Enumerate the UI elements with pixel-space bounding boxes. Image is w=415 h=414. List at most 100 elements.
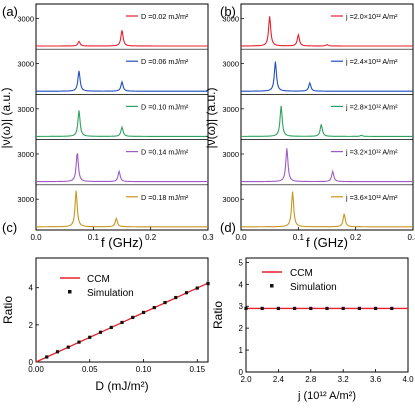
x-tick-label: 2.4 (273, 375, 285, 384)
spectrum-line (241, 191, 413, 228)
legend-sim-label: Simulation (87, 288, 134, 299)
simulation-point (357, 306, 361, 311)
spectrum-line (36, 110, 208, 137)
y-tick-label: 3000 (222, 150, 239, 159)
x-tick-label: 0.2 (350, 233, 362, 242)
simulation-point (206, 282, 210, 286)
panel-label-c: (c) (2, 220, 17, 235)
simulation-point (55, 350, 60, 354)
simulation-point (390, 306, 394, 311)
simulation-point (260, 306, 264, 311)
simulation-point (141, 310, 146, 315)
y-tick-label: 5 (239, 258, 244, 267)
x-tick-label: 0.10 (136, 365, 152, 374)
x-tick-label: 4.0 (402, 375, 414, 384)
panel-a: D =0.02 mJ/m² 3000 D =0.06 mJ/m² 3000 D =0.1… (0, 3, 214, 250)
panel-b-ylabel: |ν(ω)| (a.u.) (204, 88, 218, 149)
simulation-point (276, 306, 280, 311)
panel-a-ylabel: |ν(ω)| (a.u.) (0, 88, 13, 149)
x-tick-label: 3.6 (370, 375, 382, 384)
y-tick-label: 3000 (17, 14, 34, 23)
simulation-point (374, 306, 378, 311)
panel-d-legend: CCM Simulation (262, 268, 337, 293)
panel-c-ylabel: Ratio (1, 296, 15, 324)
y-tick-label: 1 (239, 346, 244, 355)
spectrum-line (241, 148, 413, 183)
x-tick-label: 0.3 (407, 233, 415, 242)
legend-label: j =2.0×10¹² A/m² (345, 12, 398, 21)
panel-d-xlabel: j (10¹² A/m²) (297, 390, 356, 402)
spectrum-line (241, 16, 413, 47)
y-tick-label: 2 (239, 324, 244, 333)
y-tick-label: 3000 (222, 195, 239, 204)
simulation-point (195, 286, 199, 290)
simulation-point (174, 295, 178, 300)
panel-b-plot: j =2.0×10¹² A/m² 3000 j =2.4×10¹² A/m² 3000… (222, 12, 415, 242)
simulation-point (45, 355, 49, 359)
x-tick-label: 0.2 (145, 233, 157, 242)
panel-b-xlabel: f (GHz) (306, 235, 348, 250)
spectrum-line (35, 70, 208, 92)
y-tick-label: 4 (29, 284, 34, 293)
simulation-point (120, 320, 124, 325)
legend-ccm-label: CCM (87, 274, 110, 285)
legend-sim-swatch (68, 290, 72, 294)
panel-d-ylabel: Ratio (211, 301, 225, 329)
simulation-point (98, 330, 103, 334)
simulation-point (131, 315, 135, 320)
panel-b: j =2.0×10¹² A/m² 3000 j =2.4×10¹² A/m² 3000… (204, 3, 415, 250)
legend-label: D =0.02 mJ/m² (141, 12, 189, 21)
panel-c-frame (35, 257, 209, 363)
y-tick-label: 4 (239, 280, 244, 289)
panel-c-xlabel: D (mJ/m²) (95, 379, 148, 393)
y-tick-label: 3 (239, 302, 244, 311)
panel-d-frame (245, 257, 409, 373)
simulation-point (309, 306, 313, 311)
panel-label-b: (b) (220, 4, 236, 19)
simulation-point (163, 300, 167, 305)
y-tick-label: 3000 (222, 105, 239, 114)
panel-a-plot: D =0.02 mJ/m² 3000 D =0.06 mJ/m² 3000 D =0.1… (17, 12, 214, 242)
panel-label-d: (d) (220, 220, 236, 235)
y-tick-label: 3000 (17, 105, 34, 114)
y-tick-label: 3000 (222, 14, 239, 23)
y-tick-label: 2 (29, 321, 34, 330)
x-tick-label: 2.8 (305, 375, 317, 384)
x-tick-label: 0.15 (189, 365, 205, 374)
simulation-point (109, 325, 113, 330)
x-tick-label: 2.0 (240, 375, 252, 384)
legend-ccm-label-d: CCM (290, 268, 313, 279)
legend-label: j =2.4×10¹² A/m² (345, 57, 398, 66)
x-tick-label: 0.0 (235, 233, 247, 242)
y-tick-label: 3000 (17, 195, 34, 204)
simulation-point (325, 306, 329, 311)
simulation-point (341, 306, 345, 311)
spectrum-line (36, 30, 208, 47)
x-tick-label: 0.3 (202, 233, 214, 242)
simulation-point (152, 305, 156, 310)
x-tick-label: 0.00 (28, 365, 44, 374)
x-tick-label: 0.1 (88, 233, 100, 242)
y-tick-label: 0 (239, 368, 244, 377)
panel-d: 2.0 2.4 2.8 3.2 3.6 4.0 0 1 2 3 4 5 Ratio j (10¹² A… (211, 257, 414, 402)
spectrum-line (36, 153, 208, 183)
legend-sim-label-d: Simulation (290, 282, 337, 293)
y-tick-label: 3000 (17, 150, 34, 159)
simulation-point (77, 340, 81, 344)
x-tick-label: 0.1 (293, 233, 305, 242)
x-tick-label: 3.2 (338, 375, 350, 384)
panel-a-frame (35, 3, 209, 231)
panel-c-plot: 0.00 0.05 0.10 0.15 0 2 4 (28, 282, 210, 374)
simulation-point (66, 345, 70, 349)
simulation-point (184, 291, 189, 295)
y-tick-label: 3000 (222, 60, 239, 69)
legend-label: j =3.6×10¹² A/m² (345, 193, 398, 202)
simulation-point (293, 306, 297, 311)
y-tick-label: 3000 (17, 60, 34, 69)
panel-label-a: (a) (2, 4, 18, 19)
spectrum-line (241, 61, 413, 92)
legend-label: D =0.18 mJ/m² (141, 193, 189, 202)
x-tick-label: 0.05 (82, 365, 98, 374)
legend-label: D =0.14 mJ/m² (141, 148, 189, 157)
